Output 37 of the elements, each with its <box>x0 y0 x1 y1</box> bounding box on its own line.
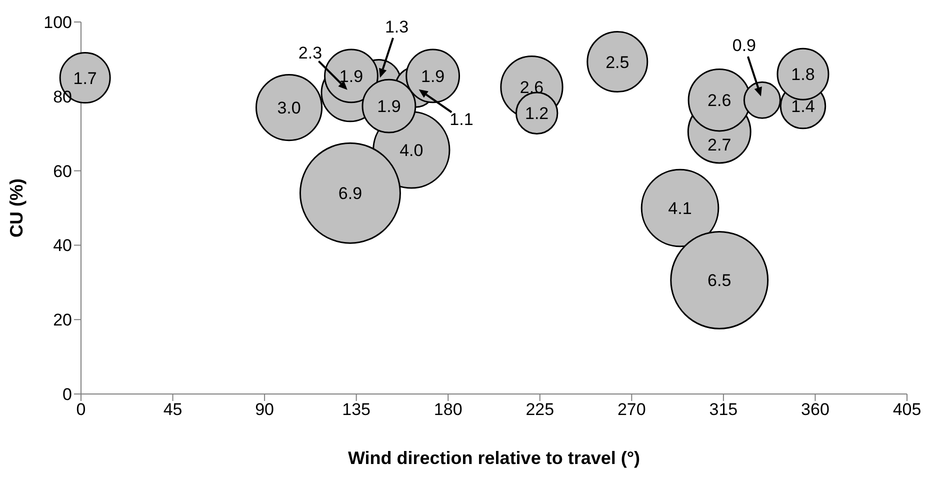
annotation: 1.1 <box>450 110 474 130</box>
annotation: 1.4 <box>791 97 815 116</box>
annotation: 1.9 <box>377 97 401 116</box>
x-tick-label: 45 <box>163 400 182 420</box>
annotation: 3.0 <box>277 98 301 118</box>
x-tick-label: 360 <box>801 400 830 420</box>
annotation: 0.9 <box>732 36 756 56</box>
y-axis-title: CU (%) <box>6 178 26 238</box>
annotation: 2.6 <box>708 91 732 110</box>
x-tick-label: 405 <box>892 400 922 420</box>
annotation: 4.0 <box>400 140 424 160</box>
annotation: 1.2 <box>525 104 549 124</box>
annotation: 2.3 <box>298 44 322 63</box>
y-tick-label: 60 <box>53 162 72 181</box>
annotation: 2.5 <box>606 52 630 72</box>
annotation: 2.7 <box>708 136 732 155</box>
x-tick-label: 225 <box>526 400 554 420</box>
annotation: 6.9 <box>338 184 362 204</box>
x-tick-label: 135 <box>342 400 371 420</box>
x-axis-title: Wind direction relative to travel (°) <box>348 448 640 468</box>
y-tick-label: 40 <box>53 236 72 256</box>
x-tick-label: 90 <box>255 400 274 420</box>
annotation: 4.1 <box>668 198 692 218</box>
y-tick-label: 20 <box>53 310 72 330</box>
annotation: 1.9 <box>420 66 445 86</box>
y-tick-label: 80 <box>53 87 72 106</box>
x-tick-label: 315 <box>709 400 738 420</box>
y-tick-label: 0 <box>62 385 72 404</box>
annotation: 1.3 <box>384 17 409 36</box>
annotation: 1.7 <box>73 68 97 88</box>
y-tick-label: 100 <box>44 13 72 32</box>
annotation: 6.5 <box>708 271 732 290</box>
x-tick-label: 0 <box>76 400 86 420</box>
x-tick-label: 270 <box>617 400 646 420</box>
x-tick-label: 180 <box>434 400 462 420</box>
annotation: 1.8 <box>791 65 815 84</box>
annotation: 1.9 <box>339 66 364 86</box>
